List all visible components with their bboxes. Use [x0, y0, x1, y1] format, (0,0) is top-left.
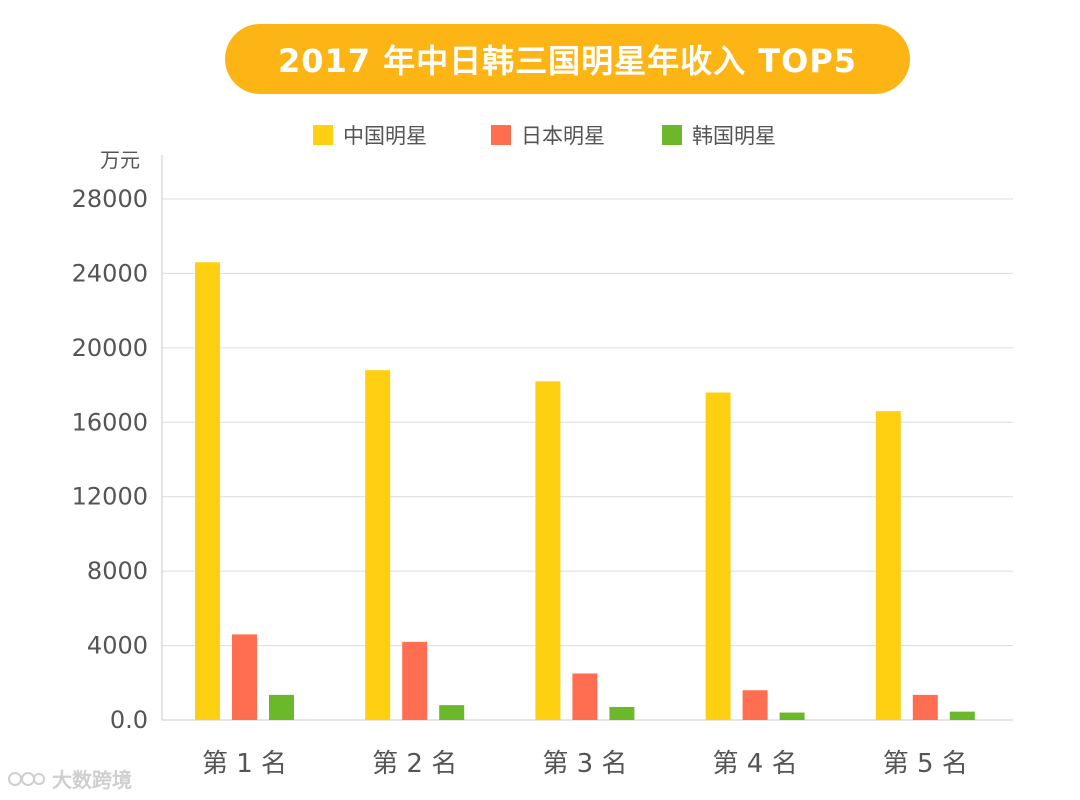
- legend-swatch-japan: [491, 125, 511, 145]
- legend-swatch-korea: [662, 125, 682, 145]
- legend-swatch-china: [313, 125, 333, 145]
- legend: 中国明星 日本明星 韩国明星: [0, 120, 1080, 150]
- bar-korea: [779, 712, 805, 720]
- bar-japan: [232, 634, 257, 720]
- y-tick-label: 24000: [72, 259, 148, 287]
- legend-label-korea: 韩国明星: [692, 124, 776, 148]
- bar-china: [365, 370, 391, 720]
- chart-title: 2017 年中日韩三国明星年收入 TOP5: [225, 24, 910, 94]
- bar-korea: [609, 706, 635, 720]
- x-tick-label: 第 1 名: [202, 749, 287, 779]
- bar-japan: [912, 694, 938, 720]
- y-tick-label: 0.0: [110, 706, 148, 734]
- y-tick-label: 12000: [72, 483, 148, 511]
- legend-item-korea: 韩国明星: [662, 120, 776, 150]
- y-tick-label: 4000: [87, 632, 148, 660]
- y-tick-label: 8000: [87, 557, 148, 585]
- legend-item-china: 中国明星: [313, 120, 427, 150]
- bar-japan: [572, 673, 598, 720]
- bar-china: [875, 411, 901, 720]
- brand-logo-icon: [8, 771, 45, 786]
- bar-china: [705, 392, 731, 720]
- bar-korea: [439, 705, 465, 720]
- legend-label-china: 中国明星: [343, 124, 427, 148]
- y-tick-label: 28000: [72, 185, 148, 213]
- x-tick-label: 第 4 名: [713, 749, 798, 779]
- bar-japan: [742, 690, 768, 720]
- watermark-text: 大数跨境: [52, 768, 132, 792]
- y-tick-label: 20000: [72, 334, 148, 362]
- legend-item-japan: 日本明星: [491, 120, 605, 150]
- bar-china: [195, 262, 220, 720]
- y-axis-unit-label: 万元: [100, 148, 140, 172]
- legend-label-japan: 日本明星: [521, 124, 605, 148]
- y-tick-label: 16000: [72, 408, 148, 436]
- bar-korea: [949, 711, 975, 720]
- bar-korea: [269, 694, 294, 720]
- bar-japan: [402, 641, 428, 720]
- bar-china: [535, 381, 561, 720]
- x-tick-label: 第 2 名: [372, 749, 457, 779]
- x-tick-label: 第 3 名: [542, 749, 627, 779]
- watermark: 大数跨境: [8, 764, 132, 793]
- x-tick-label: 第 5 名: [883, 749, 968, 779]
